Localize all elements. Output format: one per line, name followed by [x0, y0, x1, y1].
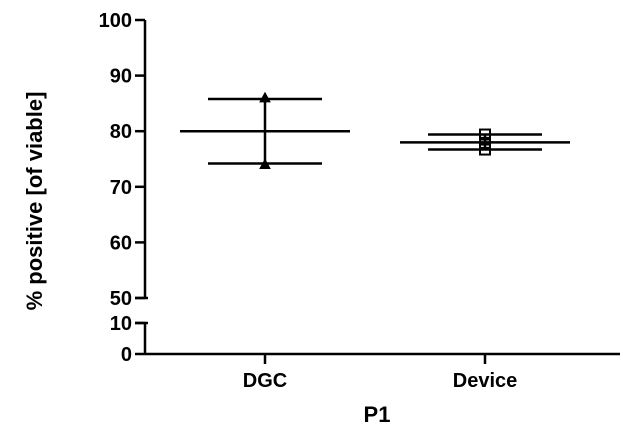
y-tick-label: 10	[110, 313, 132, 335]
x-tick-label: Device	[453, 370, 518, 392]
y-tick-label: 70	[110, 177, 132, 199]
y-axis-title: % positive [of viable]	[22, 92, 47, 311]
data-point-triangle	[259, 158, 271, 170]
data-point-square	[479, 143, 491, 156]
x-tick-label: DGC	[243, 370, 287, 392]
y-tick-label: 100	[99, 10, 132, 32]
y-axis: 0 10 50 60 70 80 90 100	[99, 10, 148, 366]
y-tick-label: 50	[110, 288, 132, 310]
plot-area	[180, 91, 570, 170]
data-point-square	[479, 136, 491, 149]
y-tick-label: 60	[110, 232, 132, 254]
data-point-triangle	[259, 91, 271, 103]
x-axis-title: P1	[364, 402, 391, 427]
y-tick-label: 80	[110, 121, 132, 143]
y-tick-label: 90	[110, 66, 132, 88]
x-axis: DGC Device	[145, 352, 620, 392]
data-point-square	[479, 128, 491, 141]
y-tick-label: 0	[121, 344, 132, 366]
